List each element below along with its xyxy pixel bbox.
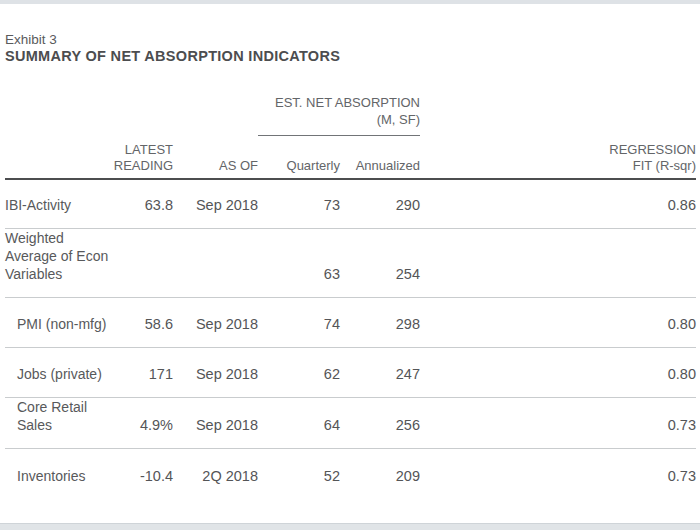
group-header-spacer bbox=[5, 95, 258, 136]
column-header-quarterly: Quarterly bbox=[258, 136, 340, 179]
column-header-row: LATEST READING AS OF Quarterly Annualize… bbox=[5, 136, 696, 179]
table-row-inventories: Inventories -10.4 2Q 2018 52 209 0.73 bbox=[5, 449, 696, 499]
cell-regression-fit: 0.86 bbox=[420, 179, 696, 229]
cell-quarterly: 63 bbox=[258, 229, 340, 298]
cell-label: Weighted Average of Econ Variables bbox=[5, 229, 118, 298]
column-header-as-of: AS OF bbox=[173, 136, 258, 179]
cell-annualized: 290 bbox=[340, 179, 420, 229]
table-row-weighted-average: Weighted Average of Econ Variables 63 25… bbox=[5, 229, 696, 298]
exhibit-content: Exhibit 3 SUMMARY OF NET ABSORPTION INDI… bbox=[5, 32, 696, 499]
cell-quarterly: 64 bbox=[258, 398, 340, 449]
cell-label: Jobs (private) bbox=[5, 348, 118, 398]
cell-as-of: 2Q 2018 bbox=[173, 449, 258, 499]
net-absorption-table: EST. NET ABSORPTION (M, SF) LATEST READI… bbox=[5, 95, 696, 499]
cell-quarterly: 73 bbox=[258, 179, 340, 229]
column-header-latest-reading: LATEST READING bbox=[5, 136, 173, 179]
cell-quarterly: 74 bbox=[258, 298, 340, 348]
cell-label: Core Retail Sales bbox=[5, 398, 118, 449]
exhibit-label: Exhibit 3 bbox=[5, 32, 696, 48]
group-header-est-net-absorption: EST. NET ABSORPTION (M, SF) bbox=[258, 95, 420, 136]
column-header-annualized: Annualized bbox=[340, 136, 420, 179]
top-edge-strip bbox=[0, 0, 700, 4]
group-header-row: EST. NET ABSORPTION (M, SF) bbox=[5, 95, 696, 136]
cell-quarterly: 62 bbox=[258, 348, 340, 398]
cell-quarterly: 52 bbox=[258, 449, 340, 499]
cell-regression-fit: 0.73 bbox=[420, 449, 696, 499]
cell-latest-reading: 171 bbox=[118, 348, 173, 398]
table-row-jobs: Jobs (private) 171 Sep 2018 62 247 0.80 bbox=[5, 348, 696, 398]
cell-as-of bbox=[173, 229, 258, 298]
table-row-pmi: PMI (non-mfg) 58.6 Sep 2018 74 298 0.80 bbox=[5, 298, 696, 348]
page-title: SUMMARY OF NET ABSORPTION INDICATORS bbox=[5, 48, 696, 65]
table-row-core-retail-sales: Core Retail Sales 4.9% Sep 2018 64 256 0… bbox=[5, 398, 696, 449]
group-header-spacer-right bbox=[420, 95, 696, 136]
cell-regression-fit: 0.80 bbox=[420, 298, 696, 348]
cell-annualized: 209 bbox=[340, 449, 420, 499]
cell-regression-fit: 0.73 bbox=[420, 398, 696, 449]
cell-label: IBI-Activity bbox=[5, 179, 118, 229]
cell-latest-reading bbox=[118, 229, 173, 298]
cell-as-of: Sep 2018 bbox=[173, 398, 258, 449]
cell-annualized: 256 bbox=[340, 398, 420, 449]
cell-label: Inventories bbox=[5, 449, 118, 499]
column-header-regression-fit: REGRESSION FIT (R-sqr) bbox=[420, 136, 696, 179]
cell-as-of: Sep 2018 bbox=[173, 179, 258, 229]
bottom-edge-strip bbox=[0, 523, 700, 530]
cell-as-of: Sep 2018 bbox=[173, 298, 258, 348]
cell-label: PMI (non-mfg) bbox=[5, 298, 118, 348]
cell-latest-reading: 63.8 bbox=[118, 179, 173, 229]
cell-annualized: 298 bbox=[340, 298, 420, 348]
cell-regression-fit: 0.80 bbox=[420, 348, 696, 398]
cell-latest-reading: 58.6 bbox=[118, 298, 173, 348]
cell-annualized: 247 bbox=[340, 348, 420, 398]
table-row-ibi-activity: IBI-Activity 63.8 Sep 2018 73 290 0.86 bbox=[5, 179, 696, 229]
cell-latest-reading: -10.4 bbox=[118, 449, 173, 499]
cell-latest-reading: 4.9% bbox=[118, 398, 173, 449]
cell-regression-fit bbox=[420, 229, 696, 298]
cell-as-of: Sep 2018 bbox=[173, 348, 258, 398]
cell-annualized: 254 bbox=[340, 229, 420, 298]
